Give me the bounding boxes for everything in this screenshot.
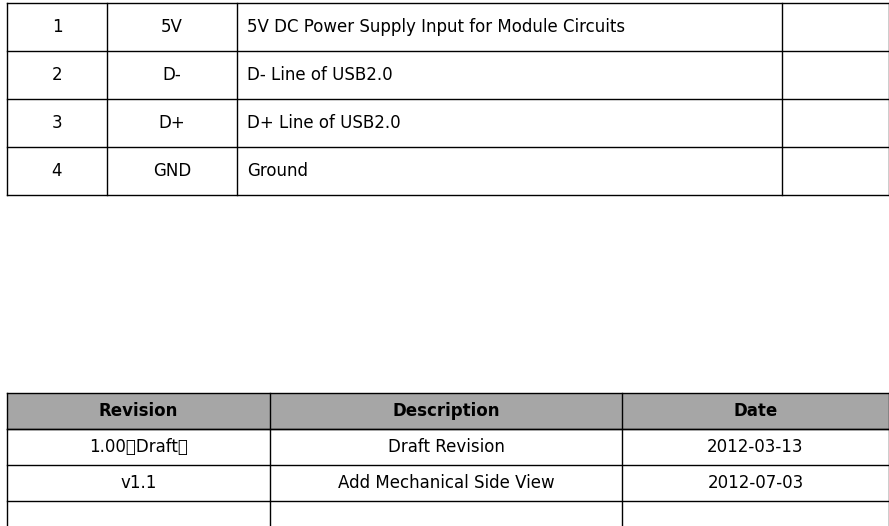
Text: 5V: 5V [161,18,183,36]
Text: GND: GND [153,162,191,180]
Text: 3: 3 [52,114,62,132]
Text: Description: Description [392,402,500,420]
Text: Date: Date [733,402,778,420]
Text: D+ Line of USB2.0: D+ Line of USB2.0 [247,114,401,132]
Text: Revision: Revision [99,402,178,420]
Text: D-: D- [163,66,181,84]
Text: v1.1: v1.1 [120,474,156,492]
Text: 2012-07-03: 2012-07-03 [708,474,804,492]
Text: Add Mechanical Side View: Add Mechanical Side View [338,474,555,492]
Text: D+: D+ [158,114,186,132]
Text: 4: 4 [52,162,62,180]
Bar [7,393,889,429]
Text: 2012-03-13: 2012-03-13 [708,438,804,456]
Text: Draft Revision: Draft Revision [388,438,504,456]
Text: 5V DC Power Supply Input for Module Circuits: 5V DC Power Supply Input for Module Circ… [247,18,625,36]
Text: 1.00（Draft）: 1.00（Draft） [89,438,188,456]
Text: 1: 1 [52,18,62,36]
Text: D- Line of USB2.0: D- Line of USB2.0 [247,66,393,84]
Text: Ground: Ground [247,162,308,180]
Text: 2: 2 [52,66,62,84]
